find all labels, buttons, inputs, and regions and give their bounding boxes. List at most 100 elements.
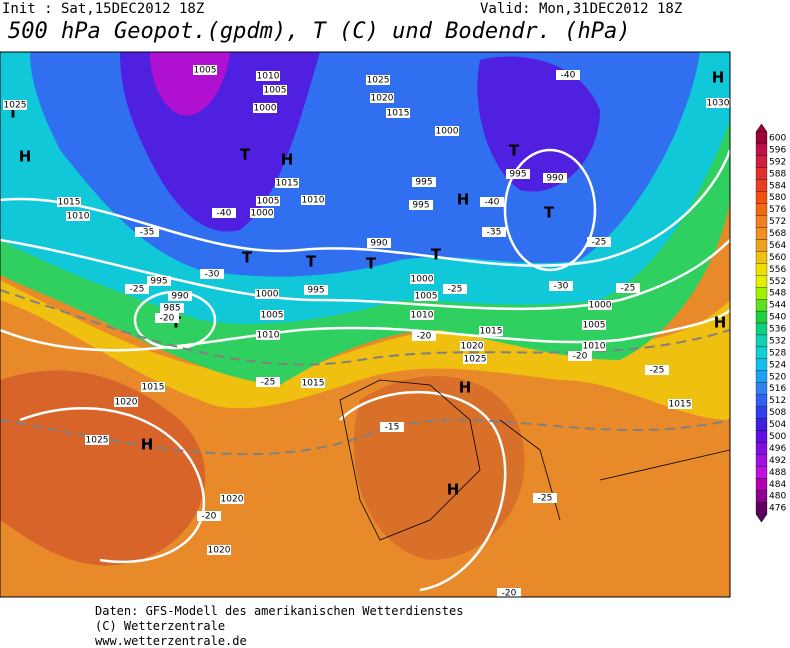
- label-box: [301, 195, 325, 205]
- colorbar-label: 596: [769, 145, 786, 155]
- contour-label: -20: [502, 589, 517, 599]
- contour-label: 1000: [251, 209, 274, 219]
- contour-label: 1015: [480, 327, 503, 337]
- footer-line: Daten: GFS-Modell des amerikanischen Wet…: [95, 604, 463, 618]
- contour-label: 1025: [86, 436, 109, 446]
- contour-label: -25: [621, 284, 636, 294]
- contour-label: 1010: [411, 311, 434, 321]
- colorbar-label: 476: [769, 504, 786, 514]
- colorbar-swatch: [755, 406, 768, 419]
- label-box: [250, 208, 274, 218]
- label-box: [645, 365, 669, 375]
- contour-label: 1020: [461, 342, 484, 352]
- pressure-center: T: [431, 246, 442, 264]
- colorbar-label: 528: [769, 348, 786, 358]
- label-box: [304, 285, 328, 295]
- label-box: [301, 378, 325, 388]
- label-box: [260, 310, 284, 320]
- contour-label: 1010: [67, 212, 90, 222]
- label-box: [366, 75, 390, 85]
- contour-label: -25: [448, 285, 463, 295]
- label-box: [435, 126, 459, 136]
- contour-label: 1015: [302, 379, 325, 389]
- label-box: [482, 227, 506, 237]
- label-box: [155, 313, 179, 323]
- colorbar-label: 584: [769, 181, 786, 191]
- label-box: [125, 284, 149, 294]
- colorbar-swatch: [755, 442, 768, 455]
- pressure-center: T: [509, 142, 520, 160]
- colorbar-label: 552: [769, 277, 786, 287]
- contour-label: 1020: [221, 495, 244, 505]
- contour-label: 1010: [583, 342, 606, 352]
- label-box: [85, 435, 109, 445]
- contour-label: 1015: [142, 383, 165, 393]
- warm-region: [0, 370, 206, 566]
- colorbar-label: 492: [769, 456, 786, 466]
- colorbar-swatch: [755, 227, 768, 240]
- colorbar-swatch: [755, 310, 768, 324]
- contour-label: 1005: [261, 311, 284, 321]
- label-box: [410, 310, 434, 320]
- contour-label: 985: [163, 304, 180, 314]
- colorbar-swatch: [755, 501, 768, 515]
- label-box: [147, 276, 171, 286]
- contour-label: 1005: [257, 197, 280, 207]
- contour-label: -25: [261, 378, 276, 388]
- pressure-center: T: [306, 253, 317, 271]
- colorbar-swatch: [755, 215, 768, 228]
- contour-label: -25: [538, 494, 553, 504]
- colorbar-swatch: [755, 454, 768, 467]
- contour-label: 1010: [257, 331, 280, 341]
- contour-label: 1025: [464, 355, 487, 365]
- valid-time: Valid: Mon,31DEC2012 18Z: [480, 1, 682, 17]
- label-box: [668, 399, 692, 409]
- pressure-center: H: [141, 436, 154, 454]
- label-box: [197, 511, 221, 521]
- init-time: Init : Sat,15DEC2012 18Z: [2, 1, 204, 17]
- colorbar-swatch: [755, 167, 768, 180]
- contour-label: 1000: [256, 290, 279, 300]
- colorbar-swatch: [755, 155, 768, 168]
- label-box: [497, 588, 521, 597]
- colorbar-label: 600: [769, 134, 786, 144]
- contour-label: 990: [370, 239, 387, 249]
- contour-label: -40: [561, 71, 576, 81]
- colorbar-label: 544: [769, 301, 786, 311]
- label-box: [463, 354, 487, 364]
- colorbar-swatch: [755, 334, 768, 348]
- pressure-center: H: [281, 151, 294, 169]
- label-box: [255, 289, 279, 299]
- colorbar-label: 572: [769, 217, 786, 227]
- colorbar-swatch: [755, 394, 768, 407]
- contour-label: 1020: [208, 546, 231, 556]
- colorbar-label: 512: [769, 396, 786, 406]
- contour-label: 1000: [589, 301, 612, 311]
- colorbar-swatch: [755, 131, 768, 145]
- label-box: [616, 283, 640, 293]
- colorbar-swatch: [755, 466, 768, 479]
- label-box: [160, 303, 184, 313]
- contour-label: 995: [412, 201, 429, 211]
- contour-label: 1005: [583, 321, 606, 331]
- contour-label: 995: [307, 286, 324, 296]
- label-box: [582, 341, 606, 351]
- colorbar-arrow: [755, 513, 768, 523]
- label-box: [460, 341, 484, 351]
- colorbar-swatch: [755, 263, 768, 276]
- colorbar-swatch: [755, 287, 768, 300]
- colorbar-swatch: [755, 478, 768, 491]
- pressure-center: T: [242, 249, 253, 267]
- colorbar-label: 532: [769, 336, 786, 346]
- pressure-center: H: [19, 148, 32, 166]
- footer-line: (C) Wetterzentrale: [95, 619, 225, 633]
- label-box: [582, 320, 606, 330]
- pressure-center: H: [447, 481, 460, 499]
- label-box: [533, 493, 557, 503]
- contour-label: -40: [485, 198, 500, 208]
- label-box: [207, 545, 231, 555]
- map-title: 500 hPa Geopot.(gpdm), T (C) und Bodendr…: [8, 19, 631, 44]
- label-box: [412, 177, 436, 187]
